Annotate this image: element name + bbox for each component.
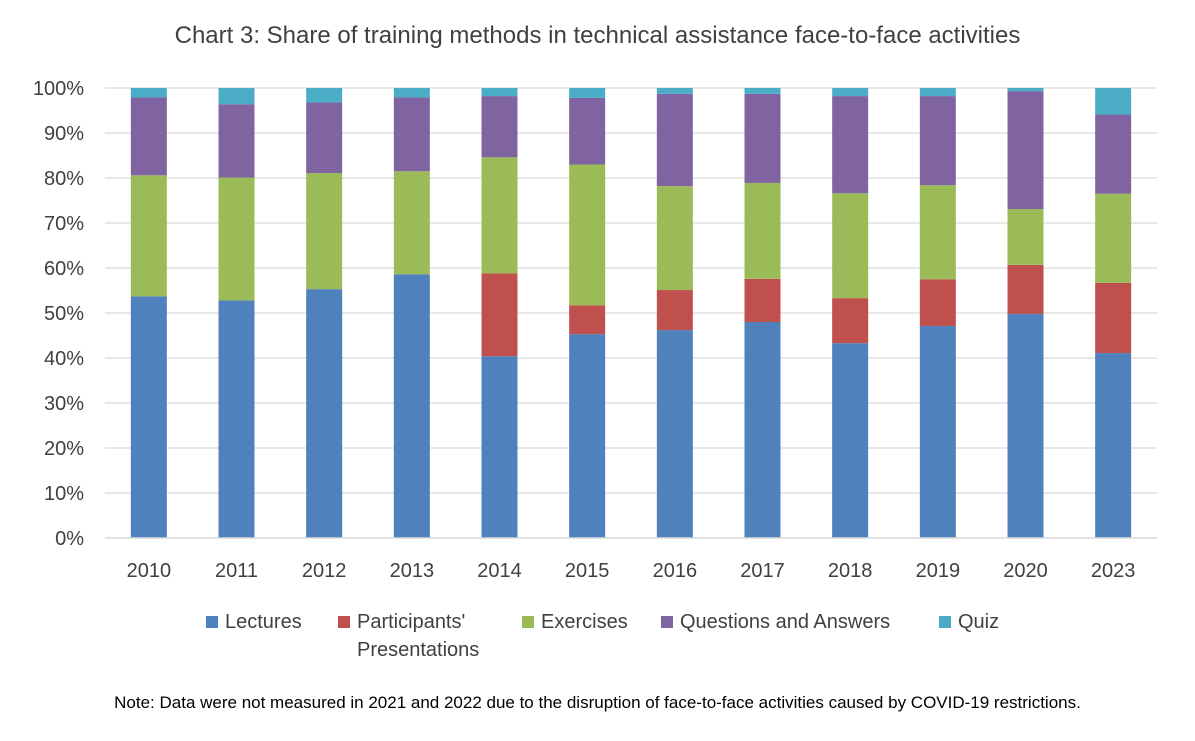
bar-2017-series-4 — [744, 88, 781, 94]
bar-2014-series-0 — [481, 356, 518, 538]
bar-2016-series-2 — [656, 186, 693, 291]
y-tick-label: 10% — [44, 483, 84, 505]
x-tick-label: 2020 — [1003, 560, 1048, 582]
legend-item-questions-and-answers: Questions and Answers — [661, 608, 890, 636]
legend-item-participants-presentations: Participants' Presentations — [338, 608, 479, 664]
chart-title: Chart 3: Share of training methods in te… — [174, 22, 1021, 49]
y-tick-label: 70% — [44, 213, 84, 235]
bar-2023-series-1 — [1095, 282, 1132, 354]
chart-note: Note: Data were not measured in 2021 and… — [114, 693, 1081, 712]
bar-2012-series-0 — [306, 289, 343, 538]
bar-2020-series-3 — [1007, 91, 1044, 210]
bar-2013-series-4 — [393, 88, 430, 98]
bar-2010-series-4 — [130, 88, 167, 98]
chart-legend: Lectures Participants' Presentations Exe… — [0, 608, 1195, 668]
bar-2023-series-3 — [1095, 114, 1132, 194]
bar-2018-series-0 — [832, 343, 869, 538]
y-tick-label: 80% — [44, 168, 84, 190]
bar-2016-series-4 — [656, 88, 693, 94]
bar-2023-series-0 — [1095, 353, 1132, 538]
y-tick-label: 50% — [44, 303, 84, 325]
legend-swatch-lectures — [206, 616, 218, 628]
bar-2019-series-0 — [919, 326, 956, 538]
bar-2016-series-3 — [656, 93, 693, 187]
bar-2016-series-0 — [656, 330, 693, 538]
bar-2012-series-2 — [306, 173, 343, 290]
legend-label-exercises: Exercises — [541, 611, 628, 633]
bar-2018-series-1 — [832, 298, 869, 344]
x-tick-label: 2010 — [127, 560, 172, 582]
bar-2019-series-2 — [919, 185, 956, 280]
bar-2018-series-3 — [832, 96, 869, 194]
y-tick-label: 0% — [55, 528, 84, 550]
y-tick-label: 100% — [33, 78, 84, 100]
bar-2017-series-3 — [744, 93, 781, 183]
x-tick-label: 2017 — [740, 560, 785, 582]
bar-2014-series-4 — [481, 88, 518, 97]
bar-2014-series-2 — [481, 157, 518, 274]
y-tick-label: 20% — [44, 438, 84, 460]
bar-2013-series-2 — [393, 171, 430, 275]
legend-swatch-exercises — [522, 616, 534, 628]
bar-2012-series-4 — [306, 88, 343, 103]
bar-2023-series-4 — [1095, 88, 1132, 115]
y-tick-label: 30% — [44, 393, 84, 415]
bar-2017-series-1 — [744, 278, 781, 322]
bar-2011-series-2 — [218, 177, 255, 301]
legend-swatch-questions-and-answers — [661, 616, 673, 628]
bar-2014-series-1 — [481, 273, 518, 357]
x-tick-label: 2013 — [390, 560, 435, 582]
bar-2015-series-1 — [569, 305, 606, 335]
legend-swatch-participants-presentations — [338, 616, 350, 628]
bar-2011-series-0 — [218, 300, 255, 538]
bar-2016-series-1 — [656, 290, 693, 331]
bar-2015-series-2 — [569, 164, 606, 306]
bar-2015-series-0 — [569, 334, 606, 538]
bar-2010-series-0 — [130, 296, 167, 538]
legend-label-quiz: Quiz — [958, 611, 1000, 633]
bar-2017-series-2 — [744, 182, 781, 279]
x-tick-label: 2014 — [477, 560, 522, 582]
bar-2018-series-2 — [832, 193, 869, 299]
bar-2023-series-2 — [1095, 193, 1132, 283]
legend-item-quiz: Quiz — [939, 608, 999, 636]
bar-2018-series-4 — [832, 88, 869, 97]
bar-2019-series-4 — [919, 88, 956, 97]
bar-2011-series-3 — [218, 104, 255, 178]
x-tick-label: 2011 — [215, 560, 258, 582]
legend-label-participants-presentations: Participants' Presentations — [357, 611, 480, 661]
bar-2017-series-0 — [744, 322, 781, 538]
legend-label-questions-and-answers: Questions and Answers — [680, 611, 891, 633]
y-tick-label: 60% — [44, 258, 84, 280]
bar-2011-series-4 — [218, 88, 255, 105]
bar-2013-series-0 — [393, 274, 430, 538]
bar-2015-series-3 — [569, 97, 606, 165]
legend-swatch-quiz — [939, 616, 951, 628]
x-tick-label: 2018 — [828, 560, 873, 582]
bar-2012-series-3 — [306, 102, 343, 174]
x-tick-label: 2015 — [565, 560, 610, 582]
bar-2020-series-4 — [1007, 88, 1044, 92]
bar-2013-series-3 — [393, 97, 430, 172]
bar-2019-series-3 — [919, 96, 956, 186]
x-tick-label: 2012 — [302, 560, 347, 582]
bar-2020-series-0 — [1007, 313, 1044, 538]
legend-label-lectures: Lectures — [225, 611, 302, 633]
x-tick-label: 2019 — [916, 560, 961, 582]
legend-item-exercises: Exercises — [522, 608, 628, 636]
stacked-bar-chart: 0% 10% 20% 30% 40% 50% 60% 70% 80% 90% 100% 2010 201… — [33, 78, 1157, 582]
bar-2010-series-3 — [130, 97, 167, 176]
y-tick-label: 40% — [44, 348, 84, 370]
bar-2010-series-2 — [130, 175, 167, 297]
x-tick-label: 2016 — [653, 560, 698, 582]
x-tick-label: 2023 — [1091, 560, 1136, 582]
bar-2020-series-1 — [1007, 264, 1044, 314]
bar-2020-series-2 — [1007, 209, 1044, 265]
bar-2019-series-1 — [919, 279, 956, 327]
bar-2015-series-4 — [569, 88, 606, 98]
y-tick-label: 90% — [44, 123, 84, 145]
bar-2014-series-3 — [481, 96, 518, 158]
legend-item-lectures: Lectures — [206, 608, 302, 636]
